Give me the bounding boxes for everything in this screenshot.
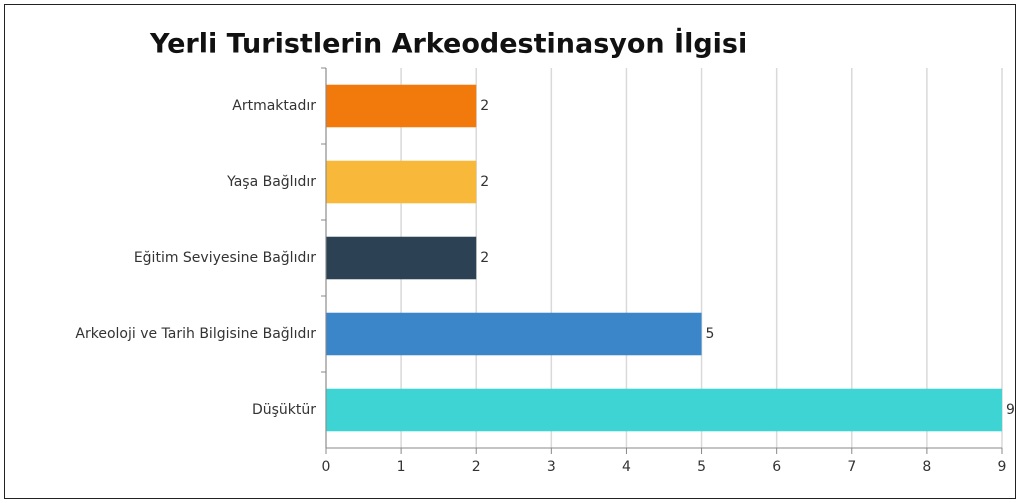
x-tick-label: 0 bbox=[322, 459, 331, 475]
data-label: 5 bbox=[706, 326, 715, 342]
data-label: 2 bbox=[480, 98, 489, 114]
x-tick-label: 6 bbox=[772, 459, 781, 475]
y-tick-label: Artmaktadır bbox=[232, 98, 316, 114]
x-tick-label: 7 bbox=[847, 459, 856, 475]
y-tick-label: Arkeoloji ve Tarih Bilgisine Bağlıdır bbox=[75, 326, 316, 342]
x-tick-label: 5 bbox=[697, 459, 706, 475]
y-tick-label: Yaşa Bağlıdır bbox=[226, 174, 316, 190]
x-tick-label: 3 bbox=[547, 459, 556, 475]
data-label: 9 bbox=[1006, 402, 1015, 418]
bar bbox=[326, 388, 1002, 432]
x-tick-label: 9 bbox=[998, 459, 1007, 475]
x-tick-label: 1 bbox=[397, 459, 406, 475]
bar bbox=[326, 312, 702, 356]
y-tick-label: Eğitim Seviyesine Bağlıdır bbox=[134, 250, 316, 266]
x-tick-label: 8 bbox=[922, 459, 931, 475]
x-tick-label: 2 bbox=[472, 459, 481, 475]
y-tick-label: Düşüktür bbox=[252, 402, 316, 418]
data-label: 2 bbox=[480, 174, 489, 190]
bar bbox=[326, 84, 477, 128]
data-label: 2 bbox=[480, 250, 489, 266]
chart-border bbox=[4, 4, 1016, 499]
bar bbox=[326, 236, 477, 280]
x-tick-label: 4 bbox=[622, 459, 631, 475]
chart-title: Yerli Turistlerin Arkeodestinasyon İlgis… bbox=[149, 28, 747, 60]
bar bbox=[326, 160, 477, 204]
